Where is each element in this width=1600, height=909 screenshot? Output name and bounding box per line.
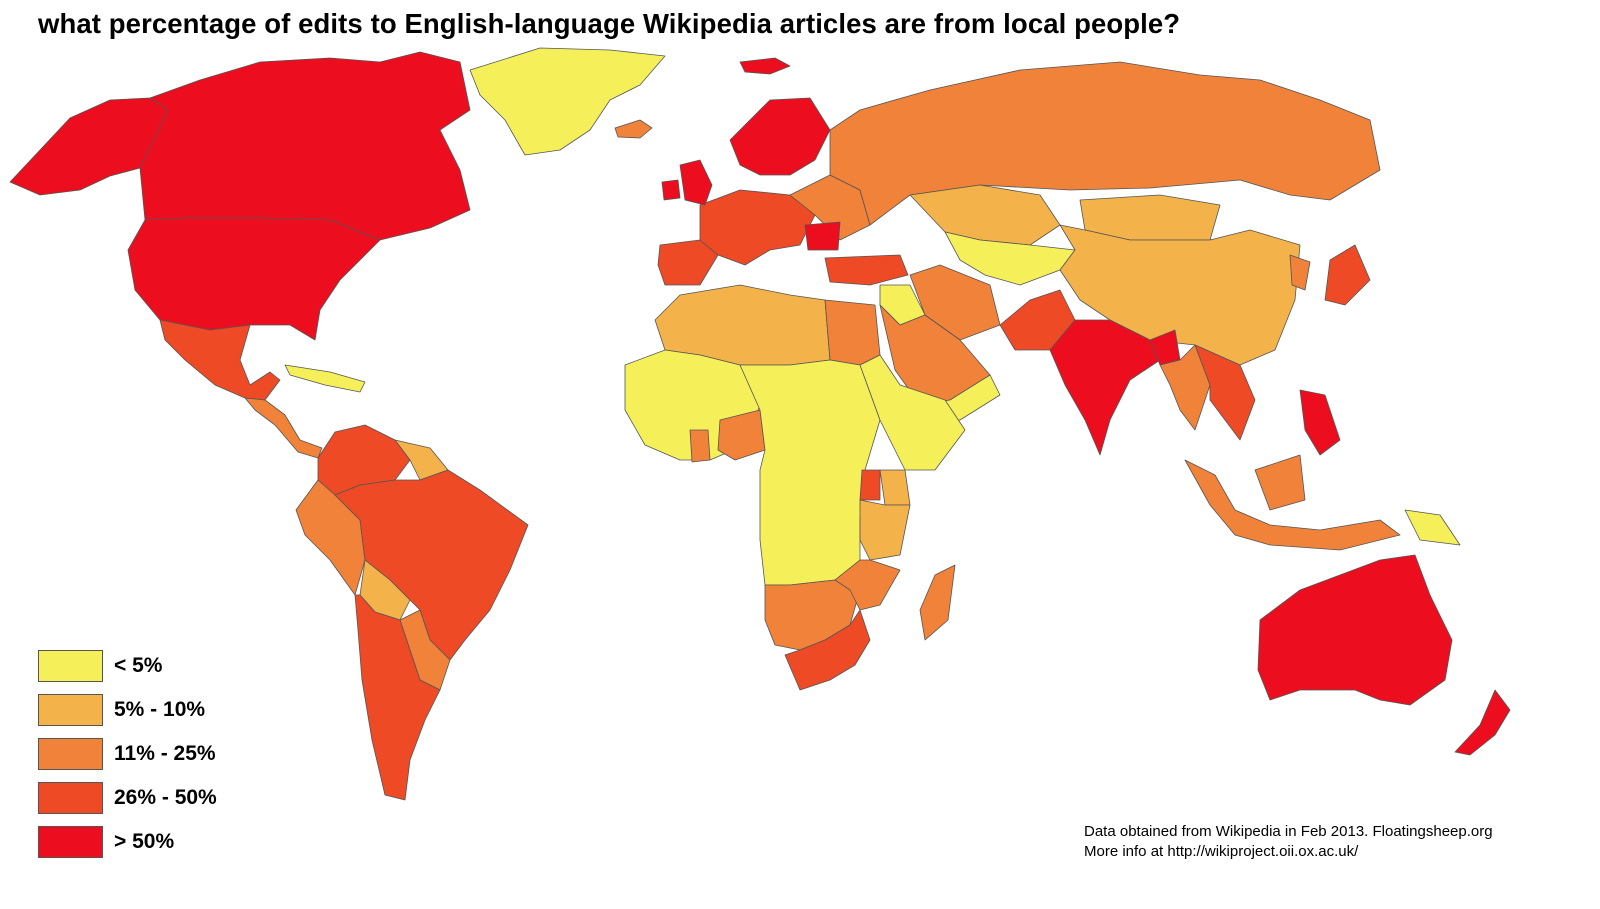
region-central-africa	[739, 359, 881, 586]
region-zimbabwe	[834, 559, 901, 611]
legend-swatch	[38, 826, 103, 858]
region-australia	[1257, 554, 1453, 706]
region-uganda	[859, 469, 881, 501]
region-kenya	[879, 469, 911, 506]
region-united-states	[127, 217, 381, 341]
region-central-america	[244, 397, 323, 459]
credits-line-2: More info at http://wikiproject.oii.ox.a…	[1084, 843, 1359, 860]
legend-swatch	[38, 694, 103, 726]
region-tanzania	[859, 499, 911, 561]
legend-item: > 50%	[38, 826, 278, 862]
region-argentina-chile	[354, 594, 441, 801]
region-svalbard	[739, 57, 791, 75]
region-western-europe	[699, 189, 816, 266]
legend-item: 5% - 10%	[38, 694, 278, 730]
region-malaysia-indonesia	[1184, 454, 1401, 551]
region-ireland	[661, 179, 681, 201]
region-south-africa	[784, 609, 871, 691]
region-indochina	[1194, 344, 1256, 441]
region-greenland	[469, 47, 666, 156]
region-philippines	[1299, 389, 1341, 456]
region-nigeria	[717, 409, 766, 461]
region-turkey	[824, 254, 909, 286]
region-egypt	[824, 299, 881, 366]
region-japan	[1324, 244, 1371, 306]
region-papua-new-guinea	[1404, 509, 1461, 546]
legend-label: < 5%	[114, 654, 163, 677]
region-russia	[829, 61, 1381, 226]
region-mexico	[159, 319, 281, 401]
legend-swatch	[38, 738, 103, 770]
region-iceland	[614, 119, 653, 139]
region-canada	[139, 51, 471, 241]
region-madagascar	[919, 564, 956, 641]
region-east-africa	[859, 354, 966, 471]
legend-label: 5% - 10%	[114, 698, 206, 721]
region-scandinavia	[729, 97, 831, 176]
page-title: what percentage of edits to English-lang…	[38, 8, 1181, 39]
legend-item: 26% - 50%	[38, 782, 278, 818]
region-myanmar	[1159, 344, 1211, 431]
legend-swatch	[38, 650, 103, 682]
region-kazakhstan	[909, 184, 1061, 246]
region-united-kingdom	[679, 159, 713, 206]
region-india	[1049, 319, 1161, 456]
region-korea	[1289, 254, 1311, 291]
legend-label: 26% - 50%	[114, 786, 217, 809]
region-romania	[804, 221, 841, 251]
legend-item: 11% - 25%	[38, 738, 278, 774]
legend-label: > 50%	[114, 830, 175, 853]
region-caribbean	[284, 364, 366, 393]
credits-line-1: Data obtained from Wikipedia in Feb 2013…	[1084, 823, 1493, 840]
region-ghana	[689, 429, 711, 463]
legend-label: 11% - 25%	[114, 742, 216, 765]
legend-item: < 5%	[38, 650, 278, 686]
region-new-zealand	[1454, 689, 1511, 756]
legend-swatch	[38, 782, 103, 814]
credits: Data obtained from Wikipedia in Feb 2013…	[1084, 822, 1493, 862]
region-china	[1059, 224, 1301, 366]
